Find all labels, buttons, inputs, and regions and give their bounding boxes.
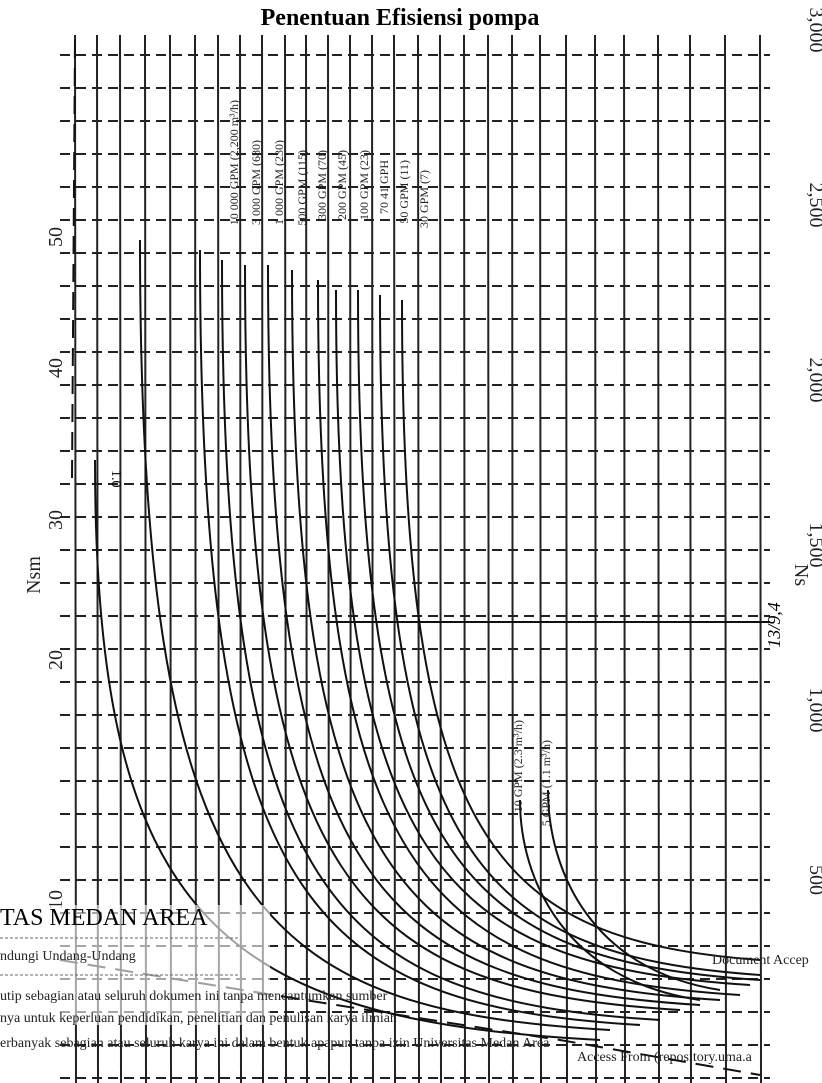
grid-vertical <box>690 35 691 1083</box>
curve-label: 100 GPM (23) <box>357 150 371 220</box>
footer: TAS MEDAN AREA ndungi Undang-Undang utip… <box>0 905 809 1065</box>
curve-label: 10 000 GPM (2,200 m³/h) <box>227 100 241 225</box>
tag: 1.0 <box>108 470 123 488</box>
handwritten-note: 13/9,4 <box>764 602 784 648</box>
curve-label: 1 000 GPM (230) <box>272 140 286 225</box>
accepted: Document Accep <box>712 953 809 968</box>
left-tick-label: 20 <box>45 650 67 670</box>
right-tick-label: 500 <box>805 865 822 895</box>
grid-vertical <box>488 35 489 1083</box>
grid-vertical <box>464 35 465 1083</box>
right-tick-label: 3,000 <box>805 8 822 53</box>
access: Access From (repository.uma.a <box>577 1050 753 1065</box>
curve-label: 10 GPM (2.3 m³/h) <box>511 720 525 812</box>
left-tick-label: 40 <box>45 358 67 378</box>
grid-vertical <box>350 35 351 1083</box>
curve-label: 5 GPM (1.1 m³/h) <box>539 740 553 826</box>
curve-label: 500 GPM (115) <box>295 150 309 226</box>
grid-vertical <box>760 35 761 1083</box>
curve-label: 30 GPM (7) <box>417 170 431 228</box>
footer-line: erbanyak sebagian atau seluruh karya ini… <box>0 1036 550 1051</box>
left-tick-label: 30 <box>45 510 67 530</box>
left-axis-label: Nsm <box>23 556 45 594</box>
page: Penentuan Efisiensi pompa Nsm Ns 1.0 13/… <box>0 0 822 1083</box>
grid-vertical <box>540 35 541 1083</box>
curve-label: 50 GPM (11) <box>397 160 411 224</box>
curve-labels: 10 000 GPM (2,200 m³/h) 3 000 GPM (680) 1 … <box>227 100 553 826</box>
footer-line: nya untuk keperluan pendidikan, peneliti… <box>0 1011 397 1026</box>
grid-vertical <box>372 35 373 1083</box>
grid-vertical <box>440 35 441 1083</box>
scan: Penentuan Efisiensi pompa Nsm Ns 1.0 13/… <box>0 0 822 1083</box>
right-tick-label: 1,000 <box>805 688 822 733</box>
grid-vertical <box>512 35 513 1083</box>
right-tick-label: 2,500 <box>805 183 822 228</box>
left-tick-label: 50 <box>45 227 67 247</box>
title: Penentuan Efisiensi pompa <box>261 5 540 31</box>
curve-label: 200 GPM (45) <box>335 150 349 220</box>
right-tick-label: 2,000 <box>805 358 822 403</box>
curve-label: 70 41 GPH <box>377 160 391 214</box>
efficiency-curve <box>245 265 680 1010</box>
curve-label: 3 000 GPM (680) <box>249 140 263 225</box>
efficiency-curve <box>548 790 720 990</box>
grid-vertical <box>566 35 567 1083</box>
efficiency-curve <box>380 295 760 975</box>
grid-vertical <box>658 35 659 1083</box>
protected: ndungi Undang-Undang <box>0 949 136 964</box>
efficiency-curve <box>402 300 760 960</box>
right-tick-label: 1,500 <box>805 523 822 568</box>
footer-line: utip sebagian atau seluruh dokumen ini t… <box>0 989 388 1004</box>
institution: TAS MEDAN AREA <box>0 905 208 931</box>
grid-vertical <box>725 35 726 1083</box>
curve-label: 300 GPM (70) <box>315 150 329 220</box>
grid-vertical <box>624 35 625 1083</box>
